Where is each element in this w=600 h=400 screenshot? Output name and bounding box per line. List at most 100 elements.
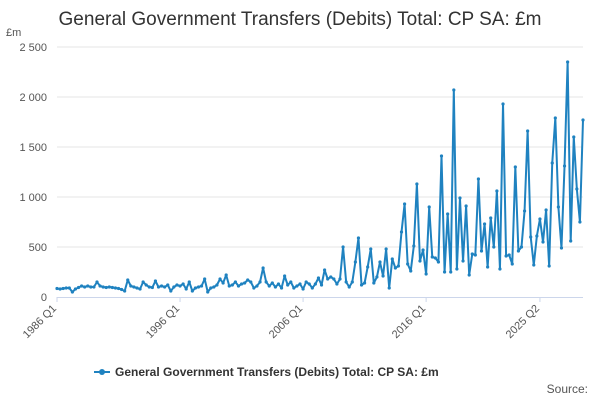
data-point[interactable] bbox=[61, 286, 65, 291]
data-point[interactable] bbox=[421, 248, 425, 252]
data-point[interactable] bbox=[402, 202, 407, 206]
data-point[interactable] bbox=[562, 164, 567, 168]
data-point[interactable] bbox=[58, 287, 62, 291]
data-point[interactable] bbox=[120, 287, 124, 292]
data-point[interactable] bbox=[436, 260, 441, 264]
data-point[interactable] bbox=[359, 283, 364, 287]
data-point[interactable] bbox=[467, 273, 471, 277]
data-point[interactable] bbox=[116, 286, 121, 291]
data-point[interactable] bbox=[101, 285, 105, 289]
data-point[interactable] bbox=[504, 254, 508, 258]
data-point[interactable] bbox=[267, 284, 271, 288]
data-point[interactable] bbox=[206, 290, 210, 294]
data-point[interactable] bbox=[239, 282, 244, 286]
data-point[interactable] bbox=[230, 283, 234, 287]
legend-label[interactable]: General Government Transfers (Debits) To… bbox=[115, 365, 439, 379]
data-point[interactable] bbox=[196, 285, 201, 289]
data-point[interactable] bbox=[273, 285, 277, 289]
data-point[interactable] bbox=[393, 266, 397, 270]
data-point[interactable] bbox=[418, 259, 422, 263]
data-point[interactable] bbox=[347, 285, 351, 289]
data-point[interactable] bbox=[236, 284, 241, 288]
data-point[interactable] bbox=[415, 182, 419, 186]
data-point[interactable] bbox=[55, 286, 59, 291]
data-point[interactable] bbox=[406, 262, 410, 266]
data-point[interactable] bbox=[286, 283, 290, 287]
data-point[interactable] bbox=[356, 236, 361, 240]
data-point[interactable] bbox=[243, 281, 247, 285]
data-point[interactable] bbox=[424, 272, 428, 276]
data-point[interactable] bbox=[264, 280, 268, 284]
data-point[interactable] bbox=[83, 285, 87, 289]
data-point[interactable] bbox=[363, 281, 367, 285]
data-point[interactable] bbox=[430, 255, 434, 259]
data-point[interactable] bbox=[92, 285, 96, 289]
data-point[interactable] bbox=[566, 60, 570, 64]
data-point[interactable] bbox=[326, 277, 330, 281]
data-point[interactable] bbox=[187, 280, 191, 284]
data-point[interactable] bbox=[412, 244, 416, 248]
data-point[interactable] bbox=[166, 283, 170, 287]
data-point[interactable] bbox=[550, 161, 554, 165]
data-point[interactable] bbox=[464, 204, 468, 208]
data-point[interactable] bbox=[513, 165, 517, 169]
data-point[interactable] bbox=[67, 286, 71, 290]
data-point[interactable] bbox=[110, 285, 114, 290]
data-point[interactable] bbox=[455, 267, 459, 271]
data-point[interactable] bbox=[569, 239, 573, 243]
data-point[interactable] bbox=[396, 264, 401, 268]
data-point[interactable] bbox=[461, 259, 465, 263]
data-point[interactable] bbox=[390, 257, 394, 261]
data-point[interactable] bbox=[107, 285, 111, 289]
data-point[interactable] bbox=[547, 264, 551, 268]
data-point[interactable] bbox=[227, 284, 231, 288]
data-point[interactable] bbox=[452, 88, 456, 92]
data-point[interactable] bbox=[270, 281, 274, 285]
data-point[interactable] bbox=[507, 253, 511, 257]
data-point[interactable] bbox=[329, 275, 333, 279]
data-point[interactable] bbox=[129, 284, 133, 288]
data-point[interactable] bbox=[313, 282, 317, 286]
data-point[interactable] bbox=[138, 287, 142, 291]
data-point[interactable] bbox=[175, 283, 179, 287]
data-point[interactable] bbox=[178, 284, 182, 288]
data-point[interactable] bbox=[310, 286, 314, 290]
data-point[interactable] bbox=[381, 274, 385, 278]
data-point[interactable] bbox=[482, 222, 487, 226]
data-point[interactable] bbox=[279, 286, 284, 290]
data-point[interactable] bbox=[169, 289, 173, 293]
data-point[interactable] bbox=[535, 234, 539, 238]
data-point[interactable] bbox=[492, 245, 496, 249]
data-point[interactable] bbox=[387, 286, 391, 290]
data-point[interactable] bbox=[375, 275, 379, 279]
data-point[interactable] bbox=[86, 284, 90, 288]
data-point[interactable] bbox=[199, 284, 204, 288]
data-point[interactable] bbox=[470, 252, 474, 256]
data-point[interactable] bbox=[538, 217, 542, 221]
data-point[interactable] bbox=[510, 262, 514, 266]
data-point[interactable] bbox=[344, 280, 348, 284]
data-point[interactable] bbox=[113, 286, 118, 290]
data-point[interactable] bbox=[295, 284, 299, 288]
data-point[interactable] bbox=[350, 280, 354, 284]
data-point[interactable] bbox=[372, 281, 376, 285]
data-point[interactable] bbox=[316, 276, 321, 280]
data-point[interactable] bbox=[335, 282, 339, 286]
data-point[interactable] bbox=[184, 287, 188, 291]
data-point[interactable] bbox=[516, 249, 521, 253]
data-point[interactable] bbox=[190, 289, 194, 293]
data-point[interactable] bbox=[338, 277, 342, 281]
data-point[interactable] bbox=[369, 247, 373, 251]
data-point[interactable] bbox=[572, 135, 576, 139]
data-point[interactable] bbox=[224, 273, 228, 277]
data-point[interactable] bbox=[233, 280, 238, 284]
data-point[interactable] bbox=[147, 285, 151, 289]
data-point[interactable] bbox=[172, 285, 176, 289]
data-point[interactable] bbox=[495, 189, 499, 193]
data-point[interactable] bbox=[479, 249, 484, 253]
data-point[interactable] bbox=[289, 280, 293, 284]
data-point[interactable] bbox=[442, 270, 447, 274]
data-point[interactable] bbox=[532, 263, 536, 267]
data-point[interactable] bbox=[498, 267, 502, 271]
data-point[interactable] bbox=[80, 284, 84, 288]
